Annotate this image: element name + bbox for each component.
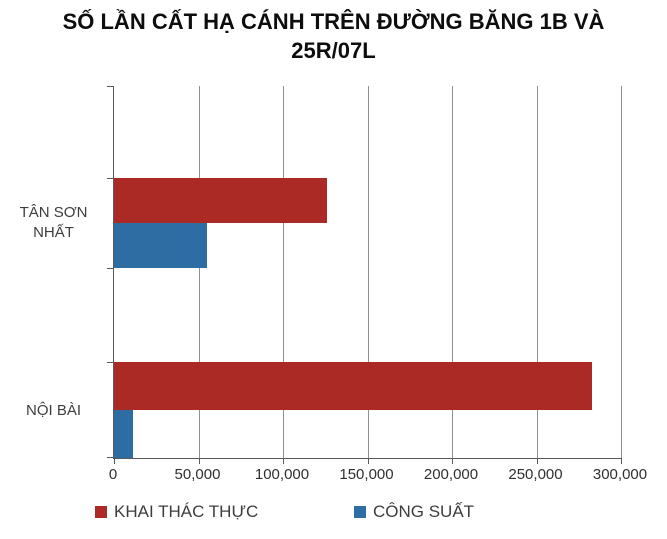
x-tick-label-100000: 100,000 bbox=[254, 466, 310, 483]
y-axis-tick bbox=[107, 178, 114, 179]
bar-tan-son-nhat-khai-thac-thuc bbox=[114, 178, 327, 223]
x-axis-tick-150000 bbox=[367, 458, 369, 464]
gridline-50000 bbox=[198, 86, 200, 458]
legend-item-cong-suat: CÔNG SUẤT bbox=[354, 502, 474, 522]
legend-item-khai-thac-thuc: KHAI THÁC THỰC bbox=[95, 502, 258, 522]
gridline-150000 bbox=[367, 86, 369, 458]
category-label-tan-son-nhat: TÂN SƠN NHẤT bbox=[19, 204, 88, 242]
x-tick-label-50000: 50,000 bbox=[174, 466, 221, 483]
bar-noi-bai-khai-thac-thuc bbox=[114, 362, 593, 410]
plot-area bbox=[107, 86, 622, 464]
x-tick-label-0: 0 bbox=[108, 466, 118, 483]
x-tick-label-200000: 200,000 bbox=[423, 466, 479, 483]
x-tick-label-300000: 300,000 bbox=[592, 466, 648, 483]
legend-swatch-cong-suat bbox=[354, 506, 366, 518]
x-axis-tick-300000 bbox=[621, 458, 622, 464]
gridline-200000 bbox=[452, 86, 453, 458]
category-label-noi-bai: NỘI BÀI bbox=[25, 402, 81, 419]
chart-title: SỐ LẦN CẤT HẠ CÁNH TRÊN ĐƯỜNG BĂNG 1B VÀ… bbox=[62, 9, 605, 63]
gridline-300000 bbox=[621, 86, 622, 458]
bar-noi-bai-cong-suat bbox=[114, 410, 133, 458]
gridline-100000 bbox=[283, 86, 284, 458]
x-axis-tick-250000 bbox=[536, 458, 538, 464]
gridline-250000 bbox=[536, 86, 538, 458]
y-axis-tick bbox=[107, 268, 114, 269]
y-axis-tick bbox=[107, 362, 114, 363]
y-axis-tick bbox=[107, 457, 114, 458]
y-axis-tick bbox=[107, 86, 114, 87]
legend-swatch-khai-thac-thuc bbox=[95, 506, 107, 518]
x-tick-label-150000: 150,000 bbox=[339, 466, 394, 483]
legend-label-khai-thac-thuc: KHAI THÁC THỰC bbox=[114, 502, 259, 521]
x-axis-tick-200000 bbox=[452, 458, 453, 464]
x-axis-tick-0 bbox=[114, 458, 115, 464]
legend-label-cong-suat: CÔNG SUẤT bbox=[373, 502, 475, 521]
x-tick-label-250000: 250,000 bbox=[508, 466, 563, 483]
x-axis-tick-100000 bbox=[283, 458, 284, 464]
bar-tan-son-nhat-cong-suat bbox=[114, 223, 207, 268]
x-axis-tick-50000 bbox=[198, 458, 200, 464]
